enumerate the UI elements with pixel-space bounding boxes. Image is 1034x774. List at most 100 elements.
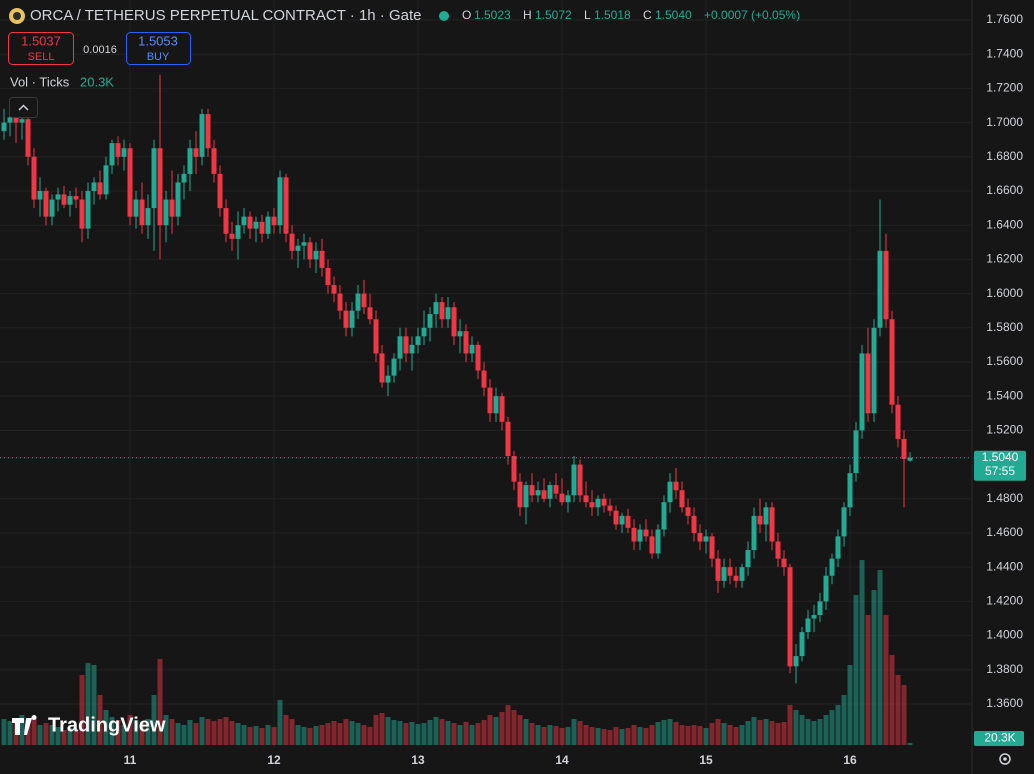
volume-bar: [871, 590, 877, 745]
candle-body: [763, 507, 769, 525]
sell-button[interactable]: [8, 32, 74, 65]
volume-bar: [559, 728, 565, 745]
volume-bar: [601, 729, 607, 745]
candle-body: [403, 336, 409, 354]
volume-bar: [205, 719, 211, 745]
candle-body: [97, 182, 103, 195]
y-tick-label: 1.5400: [986, 388, 1023, 402]
legend-c: C: [643, 8, 652, 22]
candle-body: [661, 502, 667, 530]
candle-body: [121, 148, 127, 157]
y-tick-label: 1.4200: [986, 594, 1023, 608]
candle-body: [457, 331, 463, 337]
volume-bar: [97, 695, 103, 745]
y-tick-label: 1.6200: [986, 252, 1023, 266]
volume-bar: [145, 719, 151, 745]
candle-body: [835, 536, 841, 559]
candle-body: [349, 310, 355, 328]
volume-bar: [349, 721, 355, 745]
volume-bar: [799, 715, 805, 745]
candle-body: [481, 370, 487, 388]
volume-value: 20.3K: [80, 74, 114, 89]
candle-body: [85, 190, 91, 229]
volume-bar: [79, 675, 85, 745]
volume-bar: [385, 717, 391, 745]
y-tick-label: 1.7200: [986, 81, 1023, 95]
candle-body: [775, 541, 781, 559]
volume-bar: [133, 720, 139, 745]
volume-bar: [655, 722, 661, 745]
volume-bar: [457, 725, 463, 745]
candle-body: [169, 199, 175, 217]
volume-bar: [499, 712, 505, 745]
collapse-icon: [18, 104, 29, 111]
volume-bar: [463, 722, 469, 745]
volume-bar: [805, 719, 811, 745]
volume-bar: [421, 723, 427, 745]
volume-bar: [907, 742, 913, 745]
candle-body: [13, 117, 19, 123]
candle-body: [817, 601, 823, 616]
volume-title: Vol · Ticks: [10, 74, 70, 89]
legend-o-value: 1.5023: [474, 8, 511, 22]
volume-bar: [55, 727, 61, 745]
candle-body: [877, 250, 883, 328]
candle-body: [133, 199, 139, 217]
volume-bar: [619, 729, 625, 745]
candle-body: [715, 558, 721, 581]
volume-tag-label: 20.3K: [984, 731, 1015, 745]
candle-body: [745, 550, 751, 568]
candle-body: [553, 485, 559, 494]
x-tick-label: 11: [124, 753, 137, 767]
volume-bar: [451, 723, 457, 745]
legend-h: H: [523, 8, 532, 22]
candle-body: [31, 156, 37, 200]
candle-body: [289, 233, 295, 251]
y-tick-label: 1.7400: [986, 46, 1023, 60]
settings-icon-center: [1003, 757, 1007, 761]
candle-body: [313, 250, 319, 260]
candle-body: [601, 498, 607, 506]
candle-body: [907, 457, 913, 461]
candle-body: [547, 485, 553, 499]
candle-body: [235, 225, 241, 239]
volume-bar: [763, 719, 769, 745]
volume-bar: [121, 725, 127, 745]
candle-body: [799, 632, 805, 657]
candle-body: [445, 307, 451, 320]
buy-button[interactable]: [126, 32, 191, 65]
volume-bar: [739, 725, 745, 745]
candle-body: [517, 481, 523, 508]
candle-body: [241, 216, 247, 226]
candle-body: [859, 353, 865, 431]
volume-bar: [91, 665, 97, 745]
legend-l: L: [584, 8, 591, 22]
legend-change: +0.0007 (+0.05%): [704, 8, 800, 22]
settings-icon[interactable]: [999, 753, 1011, 765]
legend-l-value: 1.5018: [594, 8, 631, 22]
volume-bar: [841, 695, 847, 745]
volume-bar: [757, 720, 763, 745]
volume-bar: [7, 721, 13, 745]
candle-body: [787, 567, 793, 667]
candle-body: [733, 575, 739, 581]
candle-body: [685, 507, 691, 516]
candle-body: [757, 515, 763, 525]
candle-body: [565, 495, 571, 503]
candle-body: [475, 344, 481, 371]
collapse-button[interactable]: [9, 97, 38, 118]
volume-bar: [523, 719, 529, 745]
volume-bar: [643, 728, 649, 745]
symbol-title[interactable]: ORCA / TETHERUS PERPETUAL CONTRACT · 1h …: [30, 7, 421, 24]
candle-body: [277, 177, 283, 226]
y-tick-label: 1.6600: [986, 183, 1023, 197]
candle-body: [487, 387, 493, 414]
grid: [0, 0, 972, 748]
candle-body: [637, 529, 643, 542]
candle-body: [307, 242, 313, 260]
candle-body: [697, 532, 703, 542]
legend-h-value: 1.5072: [535, 8, 572, 22]
candle-body: [355, 293, 361, 311]
candle-body: [199, 114, 205, 157]
volume-bar: [313, 726, 319, 745]
